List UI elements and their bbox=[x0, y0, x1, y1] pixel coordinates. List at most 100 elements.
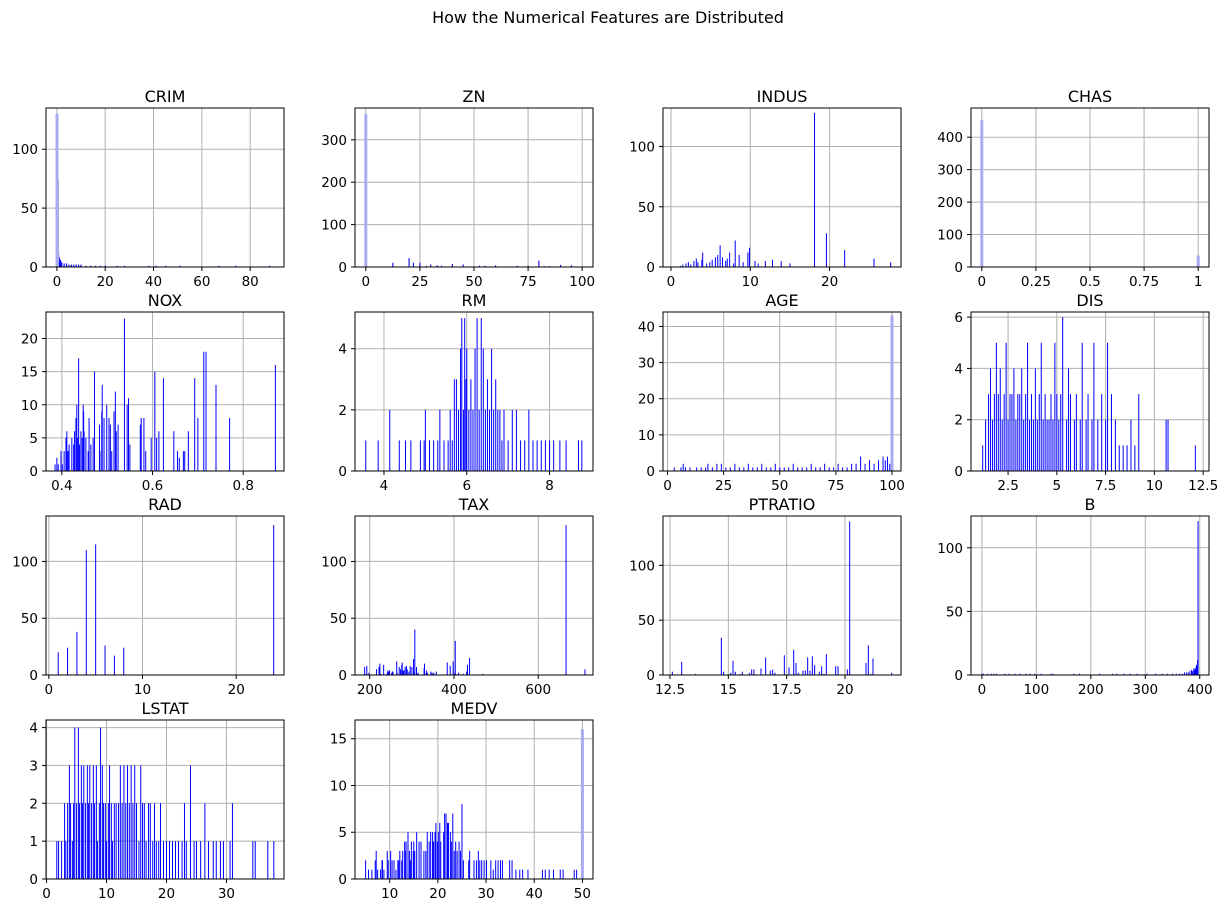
histogram-bar bbox=[884, 460, 886, 471]
histogram-bar bbox=[804, 670, 806, 675]
y-tick-label: 0 bbox=[954, 464, 963, 480]
histogram-bar bbox=[503, 409, 505, 471]
histogram-bar bbox=[501, 440, 503, 471]
subplot-zn: 0 25 50 75 100 0 100 200 300 ZN bbox=[321, 87, 595, 290]
histogram-bar bbox=[77, 437, 79, 471]
histogram-bar bbox=[765, 657, 767, 675]
histogram-bar bbox=[456, 850, 458, 879]
histogram-bar bbox=[179, 265, 181, 267]
histogram-bar bbox=[720, 463, 722, 471]
y-tick-label: 0 bbox=[29, 260, 38, 276]
y-tick-label: 4 bbox=[29, 721, 38, 737]
histogram-bar bbox=[789, 263, 791, 267]
histogram-bar bbox=[409, 860, 411, 879]
histogram-bar bbox=[368, 672, 370, 675]
histogram-bar bbox=[396, 661, 398, 675]
histogram-bar bbox=[268, 265, 271, 267]
histogram-bar bbox=[559, 869, 561, 879]
histogram-bar bbox=[734, 240, 736, 267]
histogram-bar bbox=[89, 765, 91, 879]
axes-frame bbox=[45, 311, 285, 472]
histogram-bar bbox=[149, 803, 151, 879]
histogram-bar bbox=[774, 463, 776, 471]
histogram-bar bbox=[85, 437, 87, 471]
histogram-bar bbox=[779, 467, 781, 471]
histogram-bar bbox=[1195, 667, 1197, 675]
histogram-bar bbox=[165, 841, 167, 879]
x-tick-label: 0.5 bbox=[1079, 274, 1100, 290]
x-tick-label: 20 bbox=[836, 682, 853, 698]
histogram-bar bbox=[94, 371, 96, 471]
y-tick-label: 1 bbox=[29, 834, 38, 850]
histogram-bar bbox=[1011, 394, 1013, 471]
histogram-bar bbox=[398, 440, 400, 471]
histogram-bar bbox=[729, 467, 731, 471]
subplot-rad: 0 10 20 0 50 100 RAD bbox=[12, 495, 285, 698]
histogram-bar bbox=[815, 467, 817, 471]
histogram-bar bbox=[833, 467, 835, 471]
histogram-bar bbox=[95, 544, 97, 675]
histogram-bar bbox=[92, 437, 94, 471]
histogram-bar bbox=[57, 464, 59, 471]
plot-area bbox=[46, 108, 284, 267]
histogram-bar bbox=[806, 467, 808, 471]
histogram-bar bbox=[414, 629, 416, 675]
y-tick-label: 20 bbox=[638, 392, 655, 408]
histogram-bar bbox=[128, 398, 130, 471]
histogram-bar bbox=[273, 841, 275, 879]
histogram-bar bbox=[59, 259, 62, 267]
histogram-bar bbox=[252, 841, 254, 879]
histogram-bar bbox=[873, 463, 875, 471]
histogram-bar bbox=[445, 813, 447, 879]
histogram-bar bbox=[132, 803, 134, 879]
histogram-bar bbox=[61, 841, 63, 879]
histogram-bar bbox=[1025, 673, 1027, 675]
histogram-bar bbox=[1114, 419, 1116, 471]
histogram-bar bbox=[1032, 419, 1034, 471]
x-tick-label: 75 bbox=[519, 274, 536, 290]
subplot-title: ZN bbox=[463, 87, 486, 106]
histogram-bar bbox=[413, 659, 415, 675]
histogram-bar bbox=[851, 463, 853, 471]
histogram-bar bbox=[193, 841, 195, 879]
subplot-ptratio: 12.5 15 17.5 20 0 50 100 PTRATIO bbox=[629, 495, 902, 698]
histogram-bar bbox=[742, 262, 744, 267]
histogram-bar bbox=[453, 379, 455, 471]
histogram-bar bbox=[1197, 521, 1199, 675]
histogram-bar bbox=[81, 437, 83, 471]
subplot-title: CRIM bbox=[145, 87, 186, 106]
histogram-bar bbox=[177, 841, 179, 879]
histogram-bar bbox=[267, 841, 269, 879]
subplot-chas: 0 0.25 0.5 0.75 1 0 100 200 300 400 CHAS bbox=[937, 87, 1210, 290]
histogram-bar bbox=[882, 456, 884, 471]
histogram-bar bbox=[991, 419, 993, 471]
y-tick-label: 200 bbox=[937, 195, 963, 211]
histogram-bar bbox=[748, 247, 750, 267]
histogram-bar bbox=[757, 263, 759, 267]
axes-frame bbox=[45, 107, 285, 268]
histogram-bar bbox=[375, 850, 377, 879]
histogram-bar bbox=[184, 451, 186, 471]
x-tick-label: 2.5 bbox=[997, 478, 1018, 494]
histogram-bar bbox=[107, 803, 109, 879]
histogram-bar bbox=[733, 263, 735, 267]
histogram-bar bbox=[1073, 673, 1075, 675]
histogram-bar bbox=[154, 803, 156, 879]
histogram-bar bbox=[452, 813, 454, 879]
histogram-bar bbox=[189, 765, 191, 879]
histogram-bar bbox=[420, 841, 422, 879]
histogram-bar bbox=[464, 318, 466, 471]
x-tick-label: 20 bbox=[821, 274, 838, 290]
histogram-bar bbox=[823, 673, 825, 675]
histogram-bar bbox=[197, 418, 199, 471]
histogram-bar bbox=[125, 803, 127, 879]
histogram-bar bbox=[738, 467, 740, 471]
histogram-bar-edge bbox=[580, 729, 584, 879]
histogram-bar bbox=[113, 411, 115, 471]
histogram-bar bbox=[867, 645, 869, 675]
x-tick-label: 40 bbox=[526, 886, 543, 902]
histogram-bar-edge bbox=[1196, 255, 1200, 267]
histogram-bar bbox=[1155, 673, 1157, 675]
histogram-bar bbox=[150, 437, 152, 471]
x-tick-label: 15 bbox=[720, 682, 737, 698]
